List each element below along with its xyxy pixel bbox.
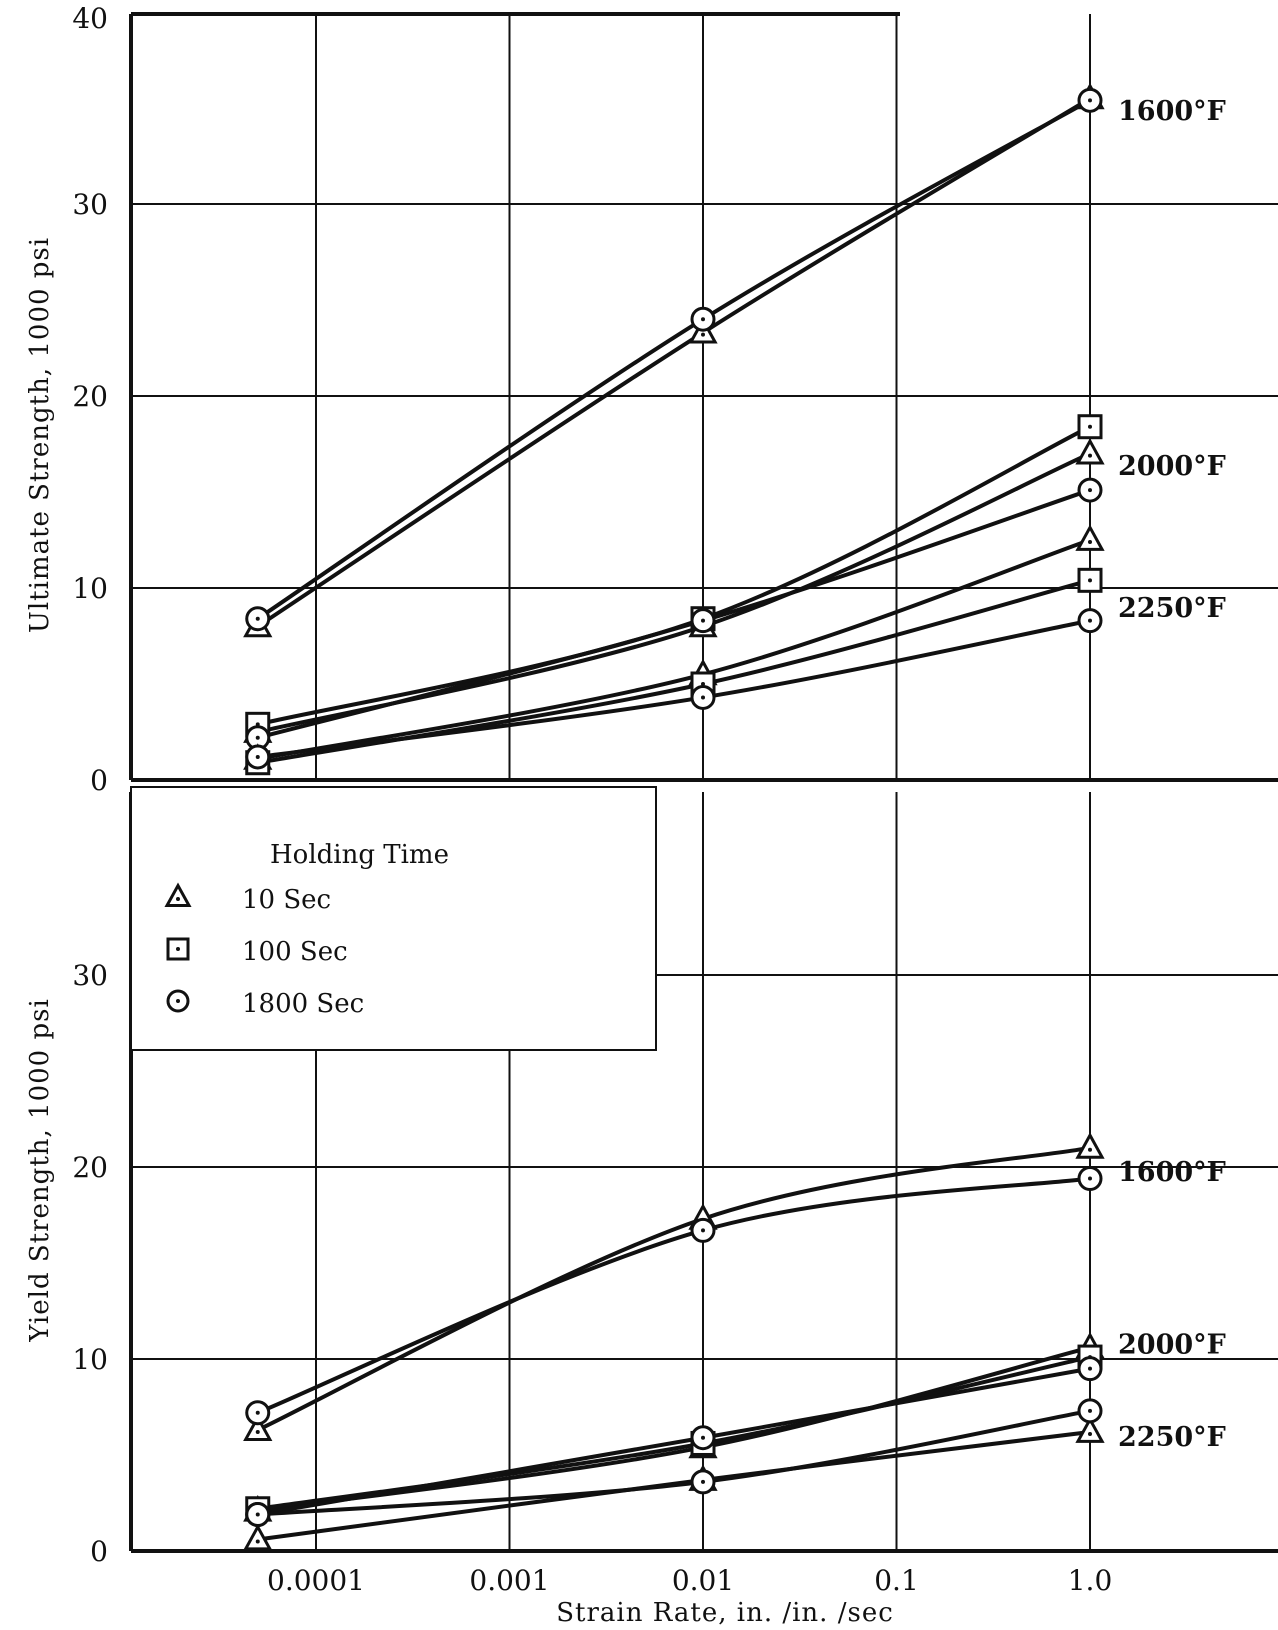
marker-dot: [1088, 1147, 1092, 1152]
marker-dot: [1088, 1431, 1092, 1436]
marker-dot: [176, 897, 180, 901]
marker-dot: [1088, 540, 1092, 544]
triangle-marker: [1075, 524, 1105, 551]
series-line: [256, 1176, 1091, 1415]
marker-dot: [1088, 488, 1092, 493]
marker-dot: [255, 1539, 260, 1544]
marker-dot: [701, 332, 705, 337]
marker-dot: [1088, 578, 1092, 583]
marker-dot: [255, 1410, 260, 1415]
marker-dot: [1088, 1176, 1092, 1181]
y-tick-label: 30: [72, 188, 108, 221]
marker-dot: [1088, 453, 1092, 458]
grid-lines: [131, 14, 1278, 1551]
y-tick-label: 0: [90, 764, 108, 797]
y-tick-label: 30: [72, 959, 108, 992]
marker-dot: [1088, 98, 1092, 103]
marker-dot: [1088, 1366, 1092, 1371]
series-line: [256, 96, 1092, 629]
triangle-marker: [1075, 1416, 1105, 1443]
marker-dot: [176, 947, 180, 951]
curve-label: 1600°F: [1118, 1157, 1226, 1188]
triangle-marker: [243, 1414, 273, 1441]
marker-dot: [701, 1228, 705, 1233]
curve-label: 2250°F: [1118, 593, 1226, 624]
marker-dot: [701, 618, 705, 623]
marker-dot: [701, 317, 705, 322]
marker-dot: [701, 1479, 705, 1484]
marker-dot: [255, 735, 260, 740]
top-y-axis-label: Ultimate Strength, 1000 psi: [25, 237, 55, 633]
marker-dot: [1088, 1408, 1092, 1413]
legend-item-label: 1800 Sec: [242, 989, 364, 1019]
legend: Holding Time 10 Sec 100 Sec 1800 Sec: [130, 786, 657, 1051]
panel-frames: [129, 12, 1278, 1553]
legend-item-label: 10 Sec: [242, 885, 331, 915]
y-tick-label: 20: [72, 380, 108, 413]
series-line: [257, 538, 1091, 761]
x-tick-label: 0.001: [469, 1564, 549, 1597]
marker-dot: [255, 1512, 260, 1517]
series-line: [257, 1366, 1091, 1517]
legend-item: 1800 Sec: [166, 989, 364, 1019]
data-markers: [243, 82, 1105, 1551]
y-tick-label: 10: [72, 572, 108, 605]
y-tick-label: 10: [72, 1343, 108, 1376]
x-axis-label: Strain Rate, in. /in. /sec: [556, 1598, 894, 1628]
x-tick-label: 1.0: [1068, 1564, 1113, 1597]
legend-item: 10 Sec: [164, 882, 331, 915]
curve-label: 1600°F: [1118, 96, 1226, 127]
triangle-marker: [1075, 437, 1105, 465]
tick-labels: 0 10 20 30 40 0 10 20 30 0.0001 0.001 0.01 0.1 1.0: [72, 2, 1112, 1597]
series-line: [257, 578, 1091, 765]
bottom-y-axis-label: Yield Strength, 1000 psi: [25, 998, 55, 1343]
y-tick-label: 0: [90, 1535, 108, 1568]
triangle-marker: [243, 1523, 273, 1551]
marker-dot: [701, 1435, 705, 1440]
legend-item: 100 Sec: [166, 937, 348, 967]
triangle-marker: [164, 882, 192, 908]
curve-label: 2000°F: [1118, 1330, 1226, 1361]
y-tick-label: 40: [72, 2, 108, 35]
legend-box: [130, 786, 657, 1051]
x-tick-label: 0.0001: [267, 1564, 365, 1597]
marker-dot: [176, 999, 180, 1003]
marker-dot: [701, 695, 705, 700]
x-tick-label: 0.1: [874, 1564, 919, 1597]
legend-title: Holding Time: [270, 840, 449, 870]
marker-dot: [255, 754, 260, 759]
marker-dot: [1088, 424, 1092, 429]
y-tick-label: 20: [72, 1151, 108, 1184]
curve-label: 2000°F: [1118, 451, 1226, 482]
legend-item-label: 100 Sec: [242, 937, 348, 967]
x-tick-label: 0.01: [672, 1564, 734, 1597]
triangle-marker: [1075, 1132, 1105, 1159]
curve-label: 2250°F: [1118, 1422, 1226, 1453]
series-line: [257, 1408, 1091, 1517]
marker-dot: [255, 616, 260, 621]
marker-dot: [1088, 618, 1092, 623]
marker-dot: [255, 1430, 260, 1435]
curve-labels: 1600°F 2000°F 2250°F 1600°F 2000°F 2250°F: [1118, 96, 1226, 1453]
